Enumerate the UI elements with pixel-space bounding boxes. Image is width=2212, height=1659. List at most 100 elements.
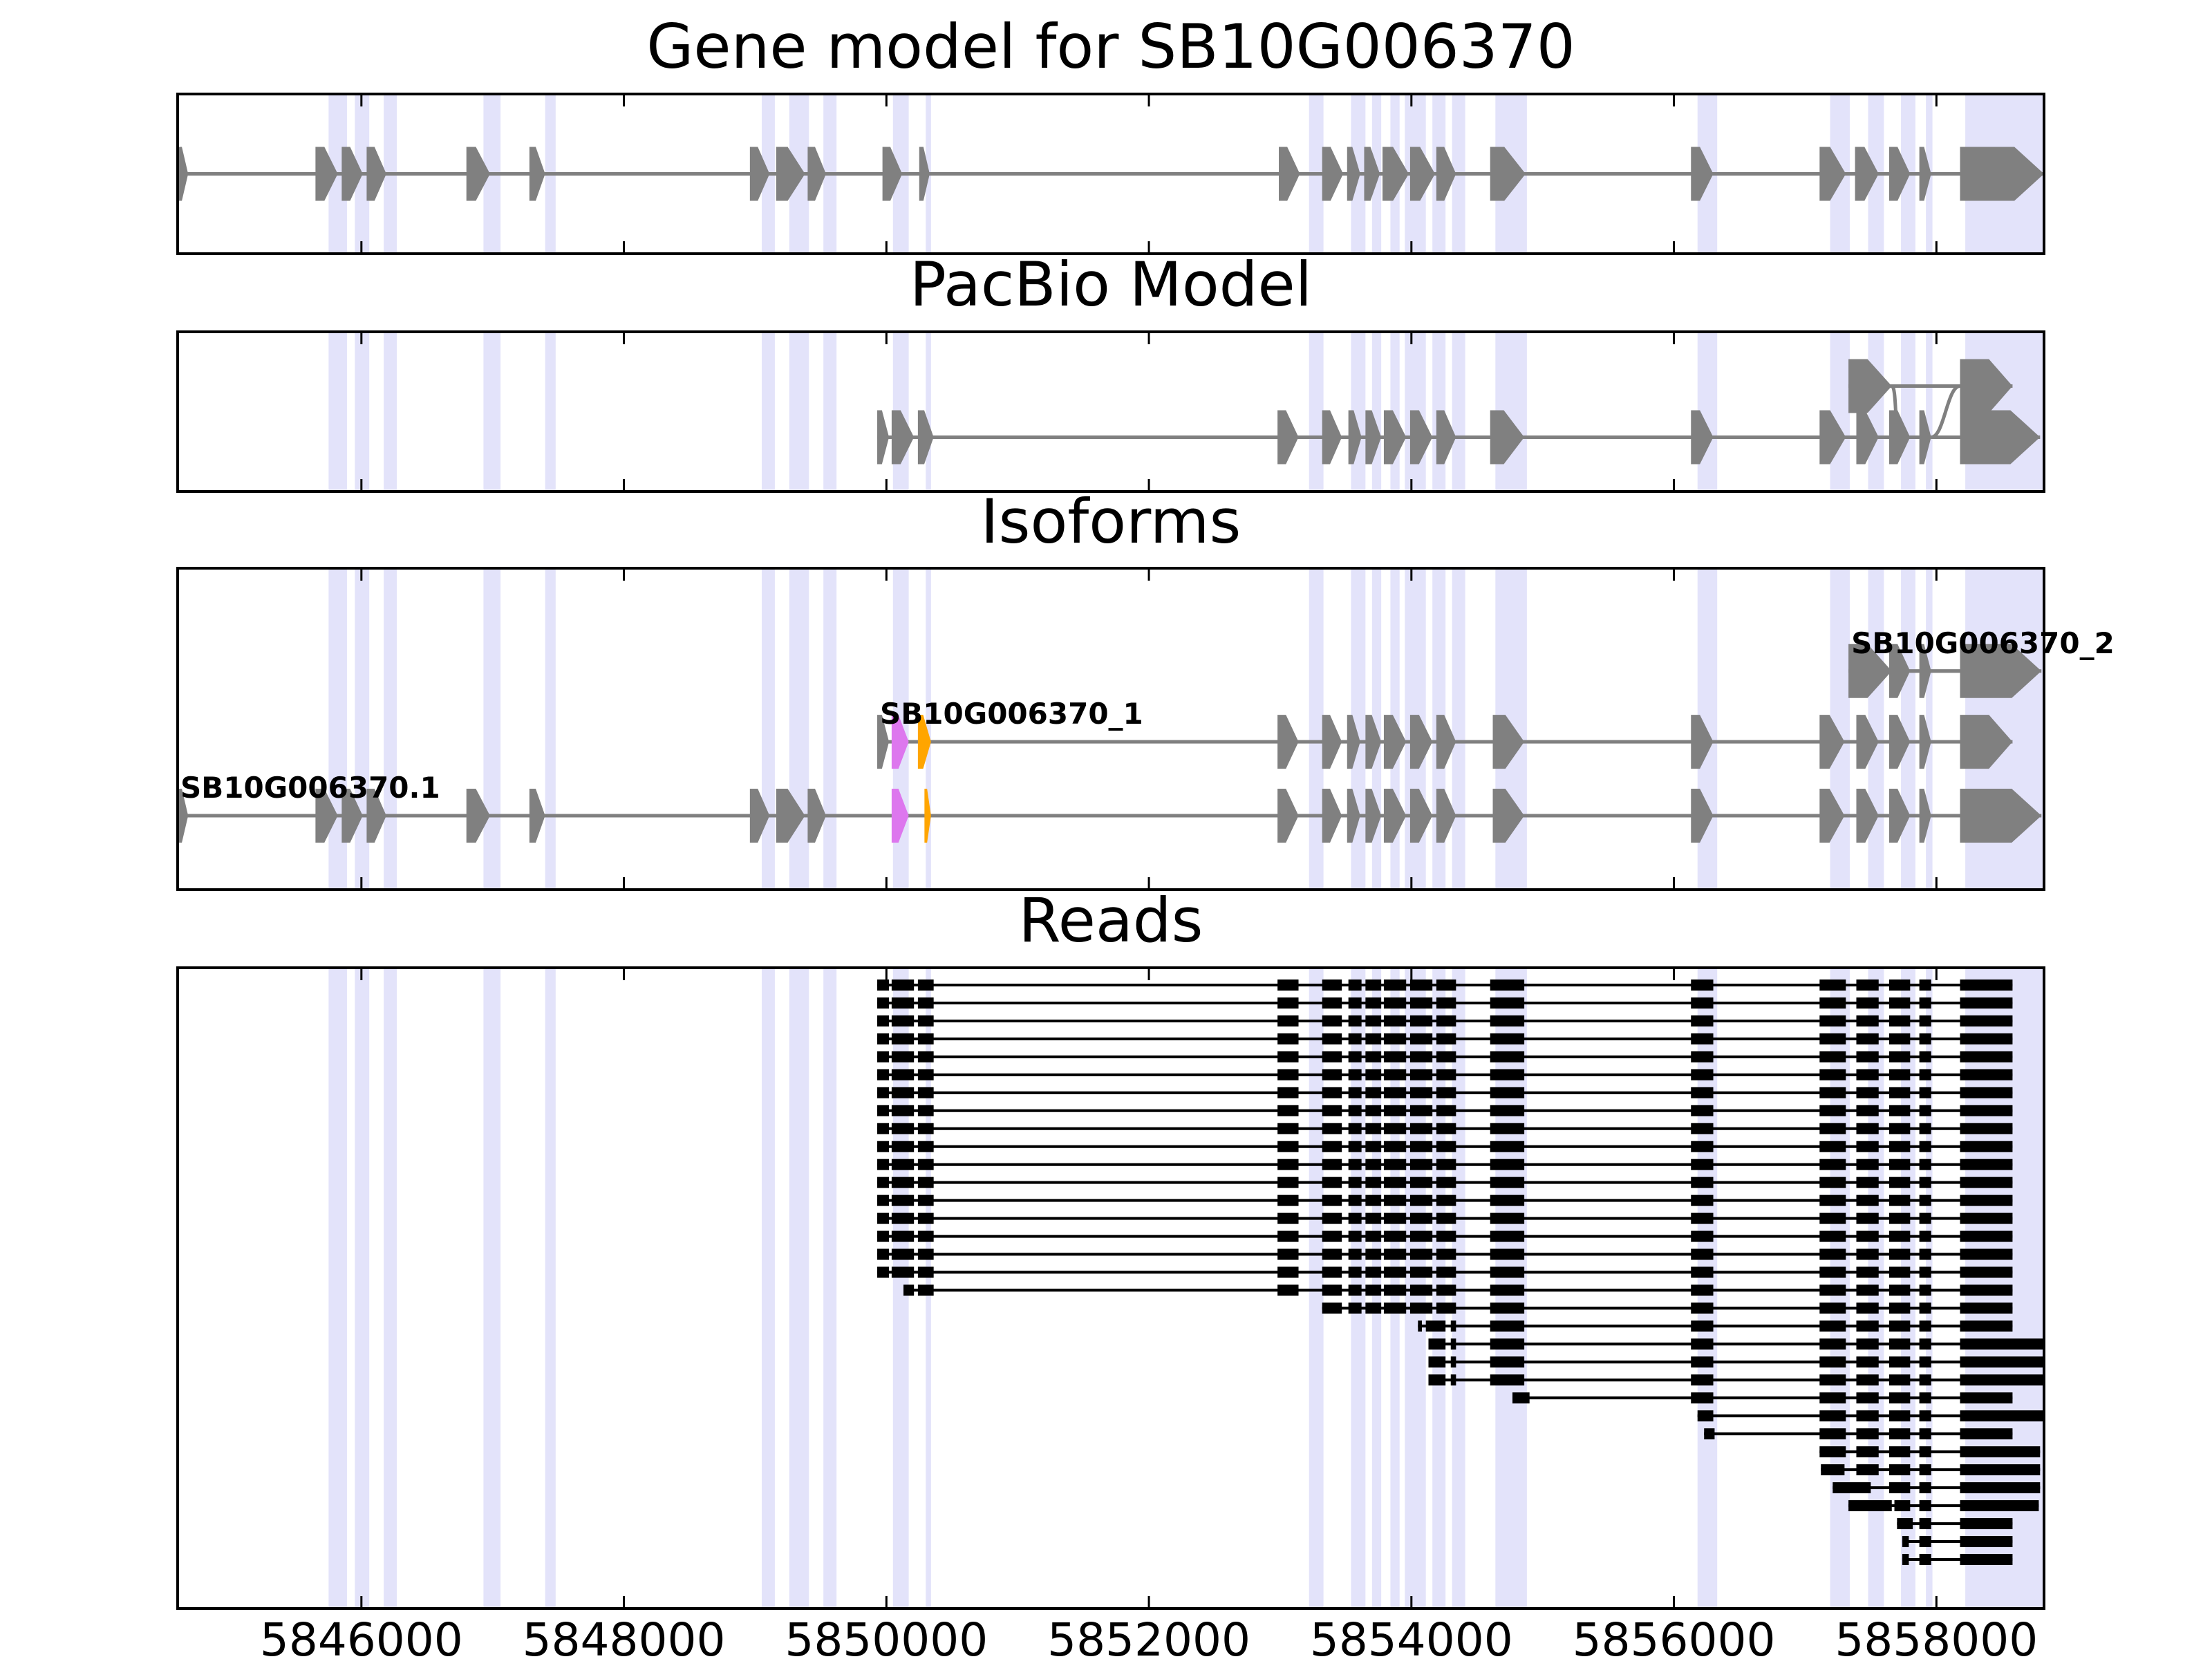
- read-block: [1348, 1123, 1362, 1134]
- read-block: [1819, 1141, 1846, 1152]
- read-block: [917, 1177, 934, 1188]
- read-block: [1365, 1248, 1382, 1260]
- exon: [366, 147, 386, 201]
- read-block: [1409, 1105, 1433, 1116]
- read-block: [1436, 1015, 1456, 1027]
- read-block: [1409, 1033, 1433, 1044]
- read-block: [1365, 1284, 1382, 1296]
- read-block: [1383, 980, 1407, 991]
- exon: [891, 715, 909, 769]
- read-block: [1436, 1284, 1456, 1296]
- track-1: [1848, 359, 2013, 413]
- x-tick-label: 5848000: [523, 1613, 726, 1659]
- read-block: [1691, 997, 1714, 1009]
- read-row: [1697, 1410, 2044, 1422]
- panel-1: PacBio Model: [176, 249, 2045, 493]
- read-block: [877, 1194, 890, 1206]
- read-block: [1365, 1194, 1382, 1206]
- exon: [917, 715, 931, 769]
- read-block: [1888, 1266, 1911, 1278]
- read-row: [1833, 1482, 2041, 1494]
- read-block: [1365, 1230, 1382, 1242]
- read-block: [1436, 1266, 1456, 1278]
- exon: [1409, 147, 1435, 201]
- exon: [529, 789, 545, 843]
- exon: [1919, 147, 1931, 201]
- read-block: [1919, 1392, 1931, 1404]
- exon: [1960, 410, 2041, 465]
- read-block: [1888, 1392, 1911, 1404]
- read-block: [1322, 1141, 1342, 1152]
- read-block: [1856, 1302, 1879, 1314]
- read-block: [1365, 1212, 1382, 1224]
- exon: [1277, 715, 1299, 769]
- read-block: [877, 1212, 890, 1224]
- highlight-region: [1452, 568, 1465, 890]
- read-row: [1418, 1320, 2013, 1332]
- exon: [891, 789, 909, 843]
- read-block: [1919, 980, 1931, 991]
- read-row: [877, 1177, 2013, 1188]
- read-block: [1819, 1428, 1846, 1440]
- exon: [1819, 715, 1845, 769]
- read-block: [1277, 1141, 1299, 1152]
- highlight-region: [384, 968, 397, 1609]
- exon: [1347, 147, 1360, 201]
- read-block: [1960, 1446, 2041, 1458]
- panel-title: PacBio Model: [910, 249, 1312, 320]
- read-block: [1919, 1284, 1931, 1296]
- read-block: [1819, 1248, 1846, 1260]
- read-block: [1960, 1123, 2013, 1134]
- read-block: [917, 1033, 934, 1044]
- read-row: [903, 1284, 2013, 1296]
- read-block: [1691, 1141, 1714, 1152]
- read-block: [1348, 1159, 1362, 1170]
- read-block: [1365, 1087, 1382, 1098]
- read-block: [1409, 1230, 1433, 1242]
- highlight-region: [926, 332, 931, 491]
- exon: [366, 789, 386, 843]
- read-block: [1919, 1194, 1931, 1206]
- branch-connector: [1930, 384, 1961, 439]
- read-block: [877, 1266, 890, 1278]
- highlight-region: [1309, 568, 1324, 890]
- exon: [917, 410, 934, 465]
- read-block: [1365, 1069, 1382, 1080]
- read-block: [1365, 1177, 1382, 1188]
- read-block: [891, 1087, 915, 1098]
- read-block: [1436, 1248, 1456, 1260]
- read-block: [1888, 1069, 1911, 1080]
- panel-frame: [176, 966, 2045, 1610]
- read-block: [1691, 1302, 1714, 1314]
- read-block: [1428, 1338, 1446, 1350]
- read-block: [1819, 1338, 1846, 1350]
- read-block: [1856, 1374, 1879, 1386]
- exon: [1691, 410, 1714, 465]
- exon: [315, 789, 338, 843]
- read-block: [1418, 1320, 1422, 1332]
- read-row: [877, 997, 2013, 1009]
- read-block: [1277, 997, 1299, 1009]
- read-block: [1348, 1069, 1362, 1080]
- read-block: [917, 1015, 934, 1027]
- read-block: [1960, 1554, 2013, 1566]
- exon: [529, 147, 545, 201]
- read-block: [1348, 1230, 1362, 1242]
- read-block: [1490, 1159, 1525, 1170]
- exon: [1919, 789, 1931, 843]
- read-block: [1960, 1302, 2013, 1314]
- read-block: [1383, 1141, 1407, 1152]
- branch-connector: [1890, 384, 1902, 439]
- read-block: [1322, 980, 1342, 991]
- read-block: [1691, 1392, 1714, 1404]
- exon: [1960, 359, 2013, 413]
- read-block: [1383, 1069, 1407, 1080]
- read-block: [917, 1266, 934, 1278]
- read-block: [1383, 1015, 1407, 1027]
- highlight-region: [823, 968, 837, 1609]
- read-block: [1691, 1266, 1714, 1278]
- read-block: [1960, 1266, 2013, 1278]
- read-block: [1322, 1033, 1342, 1044]
- read-row: [1821, 1464, 2041, 1476]
